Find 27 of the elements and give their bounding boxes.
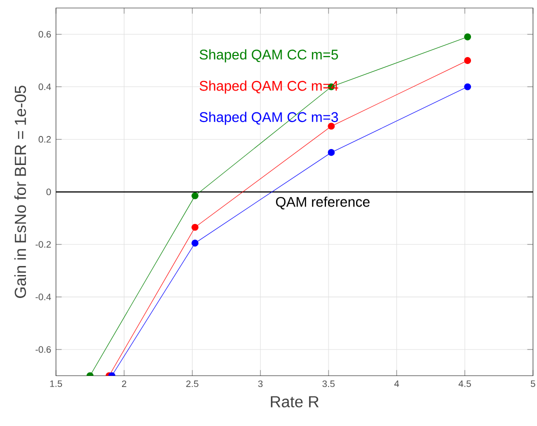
x-tick-label: 3.5 [322,380,335,387]
x-tick-label: 4.5 [458,380,471,387]
x-tick-label: 1.5 [50,380,62,387]
point [192,192,198,200]
x-tick-label: 2 [122,380,126,387]
point [328,148,335,156]
y-tick-label: 0.2 [38,136,51,142]
x-tick-label: 2.5 [186,380,198,387]
y-tick-label: 0.6 [38,30,51,38]
point [464,33,472,40]
y-tick-label: -0.4 [36,293,51,300]
x-tick-label: 3 [258,380,263,387]
ref-line-label: QAM reference [276,196,370,210]
y-tick-label: -0.2 [36,240,51,248]
point [192,224,198,231]
x-axis-title: Rate R [270,396,319,408]
point [464,56,472,64]
y-tick-label: -0.6 [36,346,51,353]
y-axis-title: Gain in EsNo for BER = 1e-05 [14,86,26,298]
x-tick-label: 5 [530,380,536,387]
x-tick-label: 4 [394,380,400,387]
y-tick-label: 0 [46,188,51,195]
series-label: Shaped QAM CC m=5 [200,49,338,62]
point [192,239,198,246]
y-tick-label: 0.4 [38,83,51,90]
point [464,83,472,90]
point [328,122,335,130]
